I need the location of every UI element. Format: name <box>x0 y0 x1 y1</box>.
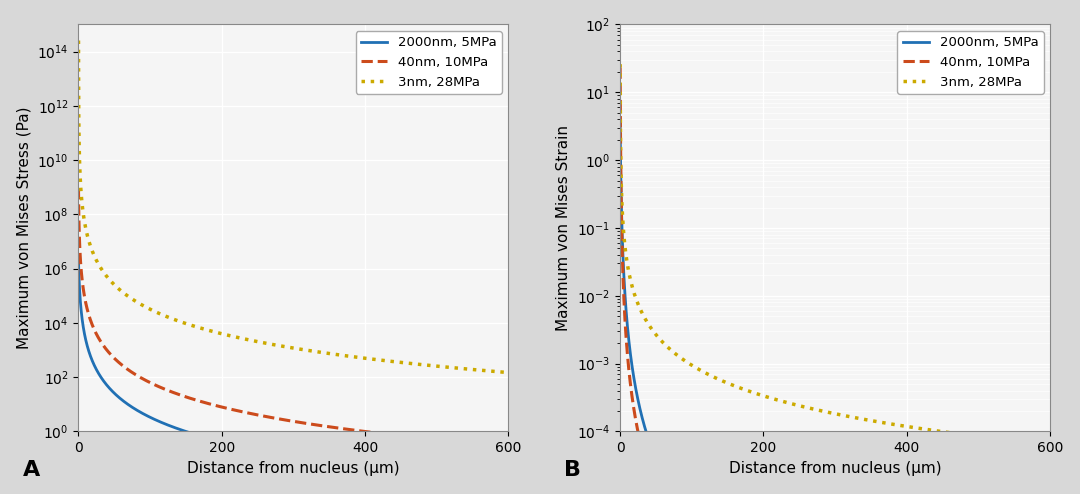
Line: 3nm, 28MPa: 3nm, 28MPa <box>620 64 1050 445</box>
Text: A: A <box>23 460 40 480</box>
3nm, 28MPa <box>1043 442 1056 448</box>
Legend: 2000nm, 5MPa, 40nm, 10MPa, 3nm, 28MPa: 2000nm, 5MPa, 40nm, 10MPa, 3nm, 28MPa <box>355 31 502 94</box>
Line: 40nm, 10MPa: 40nm, 10MPa <box>79 188 509 446</box>
3nm, 28MPa <box>237 335 249 341</box>
40nm, 10MPa <box>613 65 626 71</box>
2000nm, 5MPa <box>72 258 85 264</box>
Line: 40nm, 10MPa: 40nm, 10MPa <box>620 68 1050 494</box>
3nm, 28MPa <box>934 428 947 434</box>
Line: 2000nm, 5MPa: 2000nm, 5MPa <box>79 261 509 480</box>
3nm, 28MPa <box>72 38 85 43</box>
Y-axis label: Maximum von Mises Stress (Pa): Maximum von Mises Stress (Pa) <box>16 107 31 349</box>
40nm, 10MPa <box>72 185 85 191</box>
40nm, 10MPa <box>237 409 249 415</box>
40nm, 10MPa <box>329 425 342 431</box>
3nm, 28MPa <box>778 399 791 405</box>
2000nm, 5MPa <box>426 470 438 476</box>
40nm, 10MPa <box>502 443 515 449</box>
3nm, 28MPa <box>393 359 406 365</box>
40nm, 10MPa <box>393 433 406 439</box>
Line: 3nm, 28MPa: 3nm, 28MPa <box>79 41 509 372</box>
2000nm, 5MPa <box>237 444 249 450</box>
2000nm, 5MPa <box>150 417 163 423</box>
2000nm, 5MPa <box>352 462 365 468</box>
Legend: 2000nm, 5MPa, 40nm, 10MPa, 3nm, 28MPa: 2000nm, 5MPa, 40nm, 10MPa, 3nm, 28MPa <box>897 31 1043 94</box>
3nm, 28MPa <box>692 366 705 372</box>
3nm, 28MPa <box>968 433 981 439</box>
Line: 2000nm, 5MPa: 2000nm, 5MPa <box>620 128 1050 494</box>
Text: B: B <box>564 460 581 480</box>
3nm, 28MPa <box>352 354 365 360</box>
2000nm, 5MPa <box>393 467 406 473</box>
X-axis label: Distance from nucleus (μm): Distance from nucleus (μm) <box>187 461 400 476</box>
3nm, 28MPa <box>872 419 885 425</box>
3nm, 28MPa <box>150 309 163 315</box>
40nm, 10MPa <box>426 436 438 442</box>
2000nm, 5MPa <box>329 459 342 465</box>
3nm, 28MPa <box>502 370 515 375</box>
X-axis label: Distance from nucleus (μm): Distance from nucleus (μm) <box>729 461 942 476</box>
3nm, 28MPa <box>893 422 906 428</box>
2000nm, 5MPa <box>502 477 515 483</box>
Y-axis label: Maximum von Mises Strain: Maximum von Mises Strain <box>556 125 571 331</box>
40nm, 10MPa <box>352 428 365 434</box>
3nm, 28MPa <box>613 61 626 67</box>
3nm, 28MPa <box>426 363 438 369</box>
3nm, 28MPa <box>329 352 342 358</box>
2000nm, 5MPa <box>613 125 626 131</box>
40nm, 10MPa <box>150 383 163 389</box>
